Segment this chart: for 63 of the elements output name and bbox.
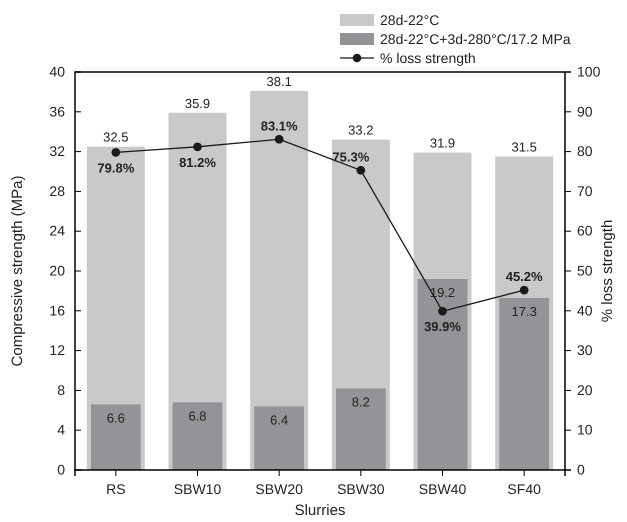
- data-label: 45.2%: [506, 269, 544, 284]
- bar: [254, 406, 304, 470]
- y-axis-title: Compressive strength (MPa): [9, 176, 26, 366]
- data-label: 6.6: [106, 410, 125, 426]
- bar: [172, 402, 222, 470]
- point: [193, 142, 202, 152]
- y-tick-label: 0: [57, 461, 66, 478]
- y2-tick-label: 100: [577, 63, 601, 80]
- data-label: 6.8: [188, 408, 207, 424]
- y2-tick-label: 80: [577, 143, 593, 160]
- y-tick-label: 8: [57, 382, 66, 398]
- y2-tick-label: 10: [577, 422, 593, 438]
- data-label: 8.2: [352, 394, 370, 410]
- y-tick-label: 16: [49, 302, 66, 318]
- data-label: 39.9%: [424, 319, 462, 334]
- y2-tick-label: 40: [577, 302, 593, 318]
- data-label: 33.2: [348, 122, 374, 138]
- x-tick-label: RS: [106, 480, 126, 497]
- y2-tick-label: 50: [577, 262, 593, 278]
- legend-label: % loss strength: [380, 50, 476, 66]
- data-label: 31.5: [512, 140, 537, 155]
- y2-tick-label: 60: [577, 222, 593, 239]
- y2-tick-label: 30: [577, 342, 593, 358]
- point: [274, 134, 284, 144]
- data-label: 17.3: [512, 304, 537, 319]
- point: [520, 286, 529, 294]
- y-tick-label: 28: [49, 182, 66, 199]
- y2-axis-title: % loss strength: [599, 220, 616, 322]
- y-tick-label: 32: [49, 143, 66, 160]
- data-label: 35.9: [184, 96, 210, 111]
- data-label: 81.2%: [179, 154, 216, 170]
- point: [356, 166, 366, 175]
- y-tick-label: 24: [49, 222, 66, 239]
- y-tick-label: 12: [49, 342, 66, 358]
- data-label: 79.8%: [97, 160, 135, 176]
- x-tick-label: SBW10: [174, 480, 222, 497]
- data-label: 32.5: [103, 130, 128, 145]
- y-tick-label: 36: [49, 103, 66, 120]
- point: [438, 306, 447, 316]
- bar: [90, 404, 141, 470]
- bar: [336, 388, 386, 470]
- legend-label: 28d-22°C: [380, 12, 440, 28]
- y2-tick-label: 0: [577, 461, 585, 478]
- x-axis-title: Slurries: [294, 502, 346, 519]
- bar: [418, 278, 468, 470]
- data-label: 75.3%: [332, 149, 370, 164]
- y-tick-label: 20: [49, 262, 66, 278]
- x-tick-label: SBW40: [418, 480, 466, 497]
- y2-tick-label: 90: [577, 103, 593, 120]
- bar: [499, 298, 550, 470]
- x-tick-label: SBW30: [337, 480, 385, 497]
- point: [111, 148, 120, 157]
- legend-label: 28d-22°C+3d-280°C/17.2 MPa: [380, 31, 571, 47]
- y-tick-label: 40: [49, 63, 66, 80]
- x-tick-label: SBW20: [255, 480, 304, 497]
- y2-tick-label: 20: [577, 382, 593, 398]
- y-tick-label: 4: [57, 422, 66, 438]
- data-label: 6.4: [270, 412, 288, 428]
- data-label: 38.1: [266, 74, 292, 89]
- data-label: 31.9: [430, 136, 456, 151]
- x-tick-label: SF40: [507, 480, 542, 497]
- data-label: 83.1%: [260, 118, 298, 134]
- y2-tick-label: 70: [577, 182, 593, 199]
